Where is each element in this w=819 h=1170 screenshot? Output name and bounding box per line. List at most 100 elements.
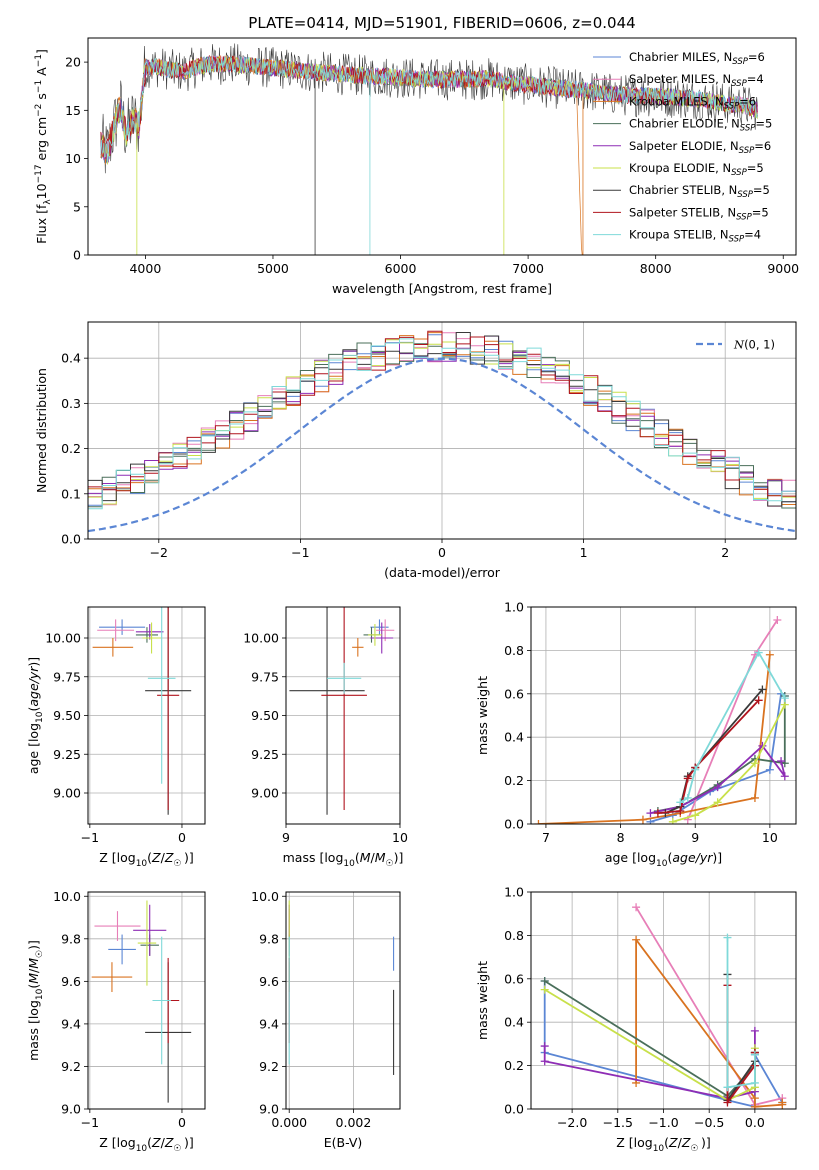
y-tick-label: 9.25: [251, 747, 279, 762]
series-marker: [676, 798, 685, 807]
massweight-series: [726, 937, 756, 1089]
plot-area: [288, 900, 395, 1075]
massweight-series: [543, 981, 784, 1108]
legend: Chabrier MILES, NSSP=6 Salpeter MILES, NS…: [593, 50, 772, 245]
x-tick-label: 0: [178, 830, 186, 845]
y-tick-label: 9.4: [61, 1016, 81, 1031]
legend-entry: Kroupa MILES, NSSP=6: [629, 94, 756, 111]
x-tick-label: 8000: [640, 261, 672, 276]
x-axis-label: mass [log10(M/M☉)]: [283, 850, 404, 869]
legend-entry: Salpeter ELODIE, NSSP=6: [629, 139, 771, 156]
x-tick-label: 0: [178, 1115, 186, 1130]
y-tick-label: 9.0: [259, 1102, 279, 1117]
y-tick-label: 0.2: [504, 773, 524, 788]
axes-frame: [87, 321, 797, 540]
x-tick-label: −1: [291, 545, 309, 560]
series-marker: [780, 694, 789, 703]
series-marker: [646, 809, 655, 818]
y-axis-label: mass [log10(M/M☉)]: [26, 940, 45, 1061]
y-tick-label: 0.4: [504, 730, 524, 745]
y-tick-label: 10.0: [251, 889, 279, 904]
y-tick-label: 9.00: [251, 786, 279, 801]
series-marker: [723, 933, 732, 942]
errorbar-point: [289, 607, 365, 815]
y-tick-label: 0.2: [504, 1058, 524, 1073]
y-tick-label: 9.50: [53, 708, 81, 723]
y-axis-label: Flux [fλ10−17 erg cm−2 s−1 A−1]: [34, 49, 53, 244]
x-tick-label: 9: [691, 830, 699, 845]
x-tick-label: 4000: [129, 261, 161, 276]
series-marker: [765, 765, 774, 774]
errorbar-point: [157, 607, 180, 811]
massweight-vs-age-panel: 7 8 9 10 0.0 0.2 0.4 0.6 0.8 1.0 age [log10(age/yr…: [475, 600, 797, 869]
y-tick-label: 0.8: [504, 928, 524, 943]
x-tick-label: 0.002: [336, 1115, 372, 1130]
y-tick-label: 9.8: [259, 931, 279, 946]
errorbar-point: [352, 638, 364, 657]
massweight-series: [543, 1030, 756, 1100]
x-axis-label: age [log10(age/yr)]: [605, 850, 722, 869]
plot-area: [92, 607, 192, 815]
errorbar-point: [135, 627, 159, 643]
y-tick-label: 9.8: [61, 931, 81, 946]
x-tick-label: −0.5: [694, 1115, 724, 1130]
massweight-series: [657, 696, 786, 812]
x-tick-label: 5000: [257, 261, 289, 276]
y-tick-label: 9.2: [259, 1059, 279, 1074]
y-tick-label: 10.00: [45, 631, 81, 646]
series-marker: [676, 806, 685, 815]
errorbar-point: [368, 624, 382, 646]
series-marker: [691, 765, 700, 774]
errorbar-point: [142, 622, 161, 654]
x-tick-label: 0.0: [745, 1115, 765, 1130]
massweight-series: [544, 980, 756, 1097]
series-marker: [750, 1026, 759, 1035]
x-axis-label: Z [log10(Z/Z☉ )]: [99, 1135, 194, 1154]
series-marker: [713, 798, 722, 807]
y-tick-label: 0.0: [504, 1102, 524, 1117]
axes-frame: [87, 891, 206, 1110]
x-tick-label: 7000: [512, 261, 544, 276]
x-tick-label: 0: [438, 545, 446, 560]
spectrum-series: [100, 55, 758, 162]
massweight-series: [726, 974, 756, 1102]
legend-entry: Chabrier MILES, NSSP=6: [629, 50, 765, 67]
massweight-vs-metallicity-panel: −2.0 −1.5 −1.0 −0.5 0.0 0.0 0.2 0.4 0.6 0.8 1.0 Z […: [475, 885, 797, 1154]
series-marker: [750, 759, 759, 768]
errorbar-point: [133, 904, 167, 956]
y-tick-label: 20: [65, 55, 81, 70]
residual-histogram: [88, 338, 796, 510]
legend-entry: N(0, 1): [733, 338, 775, 352]
plot-area: [88, 330, 796, 533]
series-marker: [773, 616, 782, 625]
y-tick-label: 5: [73, 199, 81, 214]
x-tick-label: 9: [282, 830, 290, 845]
errorbar-point: [91, 962, 133, 992]
x-axis-label: wavelength [Angstrom, rest frame]: [332, 281, 552, 296]
y-tick-label: 9.6: [61, 974, 81, 989]
y-tick-label: 9.75: [251, 669, 279, 684]
gridlines: [285, 607, 401, 824]
x-axis-label: E(B-V): [324, 1135, 363, 1150]
gridlines: [531, 891, 796, 1110]
x-tick-label: −1: [81, 1115, 99, 1130]
y-tick-label: 1.0: [504, 600, 524, 615]
y-tick-label: 9.6: [259, 974, 279, 989]
series-marker: [750, 1078, 759, 1087]
residual-histogram-panel: −2 −1 0 1 2 0.0 0.1 0.2 0.3 0.4 (data-model)/error…: [34, 321, 797, 580]
plot-area: [289, 607, 395, 815]
y-tick-label: 9.2: [61, 1059, 81, 1074]
series-marker: [723, 1098, 732, 1107]
y-tick-label: 1.0: [504, 885, 524, 900]
residual-histogram: [88, 330, 796, 497]
legend-entry: Chabrier ELODIE, NSSP=5: [629, 117, 772, 134]
x-tick-label: −1: [81, 830, 99, 845]
series-marker: [765, 650, 774, 659]
x-tick-label: −2: [150, 545, 168, 560]
errorbar-point: [97, 619, 135, 642]
x-tick-label: 1: [580, 545, 588, 560]
massweight-series: [657, 699, 760, 814]
series-marker: [683, 774, 692, 783]
plot-area: [91, 900, 192, 1103]
